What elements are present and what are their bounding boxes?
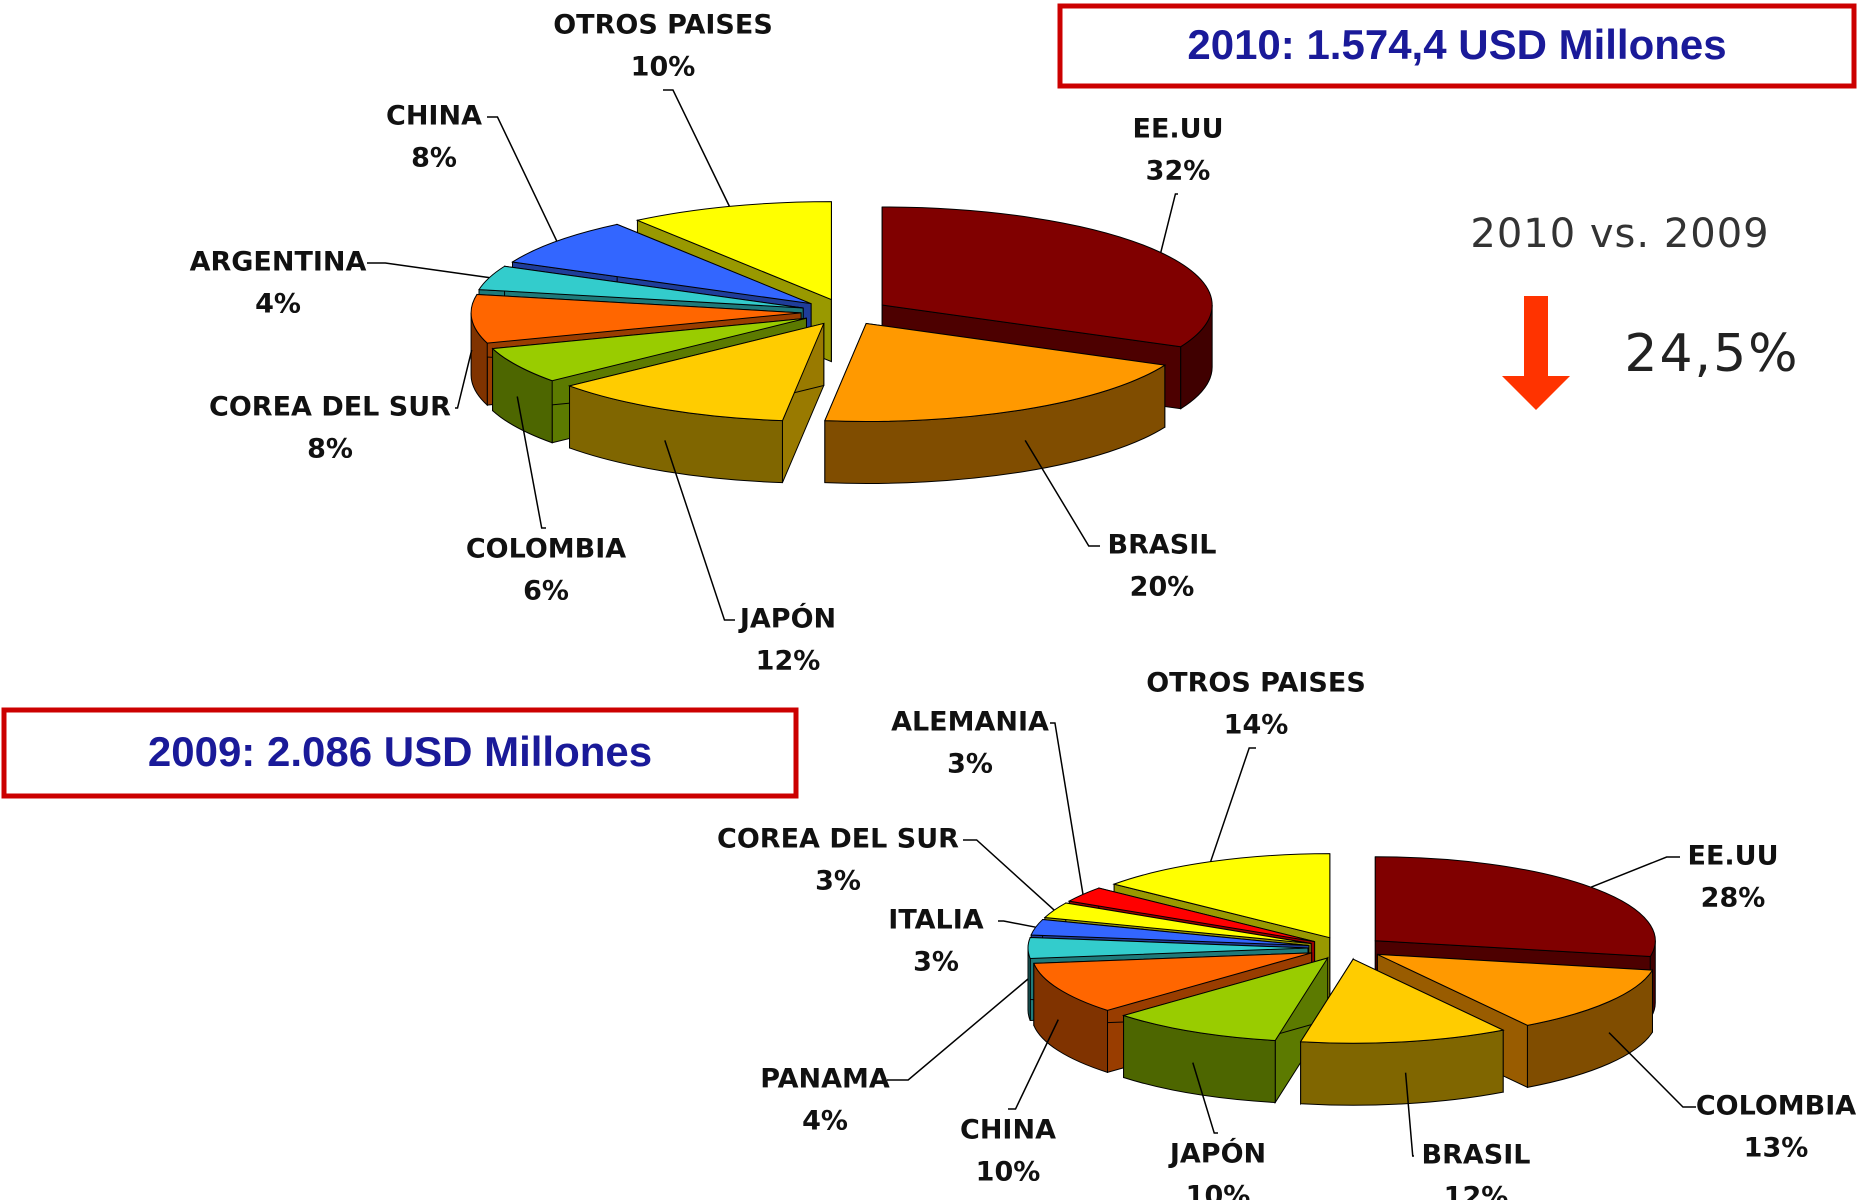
- slice-top: [1033, 952, 1312, 1011]
- leader-line: [1050, 722, 1084, 895]
- slice-label: CHINA: [386, 101, 482, 132]
- slice-value-label: 3%: [815, 866, 861, 897]
- chart-title: 2009: 2.086 USD Millones: [148, 728, 652, 775]
- slice-value-label: 8%: [411, 143, 457, 174]
- leader-line: [1008, 1019, 1059, 1110]
- leader-line: [887, 978, 1029, 1081]
- slice-label: ITALIA: [888, 905, 984, 936]
- slice-value-label: 4%: [802, 1106, 848, 1137]
- slice-label: EE.UU: [1688, 841, 1779, 872]
- slice-value-label: 12%: [756, 646, 821, 677]
- slice-top: [567, 322, 825, 422]
- slice-top: [1027, 936, 1309, 960]
- pies: [470, 201, 1656, 1106]
- slice-label: COREA DEL SUR: [717, 824, 959, 855]
- slice-label: JAPÓN: [1168, 1138, 1266, 1170]
- slice-value-label: 10%: [631, 52, 696, 83]
- slice-value-label: 14%: [1224, 710, 1289, 741]
- title-box: [1, 707, 799, 799]
- slice-value-label: 12%: [1444, 1182, 1509, 1200]
- leader-line: [1192, 1062, 1218, 1134]
- leader-line: [1024, 439, 1100, 547]
- slice-value-label: 32%: [1146, 156, 1211, 187]
- slice-value-label: 6%: [523, 576, 569, 607]
- slice-label: ALEMANIA: [891, 707, 1049, 738]
- slice: [1121, 956, 1329, 1105]
- slice-label: PANAMA: [760, 1064, 890, 1095]
- slice-label: COLOMBIA: [466, 534, 626, 565]
- leader-line: [663, 89, 731, 207]
- slice-value-label: 4%: [255, 289, 301, 320]
- slice-top: [470, 293, 802, 344]
- slice-value-label: 10%: [976, 1157, 1041, 1188]
- leader-line: [664, 440, 735, 621]
- slice-value-label: 3%: [947, 749, 993, 780]
- slice-label: BRASIL: [1108, 530, 1217, 561]
- slice: [567, 322, 825, 484]
- leader-line: [1404, 1072, 1414, 1157]
- leader-line: [1209, 747, 1256, 862]
- slice-top: [1299, 958, 1505, 1044]
- leader-line: [455, 349, 473, 409]
- down-arrow: [1502, 296, 1570, 410]
- slice-label: JAPÓN: [738, 603, 836, 635]
- slice-label: EE.UU: [1133, 114, 1224, 145]
- comparison-change: 24,5%: [1624, 324, 1799, 384]
- comparison-label: 2010 vs. 2009: [1470, 211, 1769, 257]
- slice-top: [1121, 957, 1329, 1042]
- leader-line: [963, 839, 1055, 911]
- slice-label: COLOMBIA: [1696, 1091, 1856, 1122]
- slice-top: [1377, 953, 1654, 1026]
- leader-line: [1590, 856, 1680, 888]
- chart-title: 2010: 1.574,4 USD Millones: [1187, 21, 1726, 68]
- slice-top: [1043, 902, 1312, 944]
- title-box: [1057, 3, 1857, 89]
- slice-value-label: 20%: [1130, 572, 1195, 603]
- leader-line: [367, 262, 490, 279]
- slice-label: OTROS PAISES: [1146, 668, 1366, 699]
- slice-label: BRASIL: [1422, 1140, 1531, 1171]
- leader-line: [516, 396, 546, 529]
- slice-label: CHINA: [960, 1115, 1056, 1146]
- slice-top: [491, 317, 807, 382]
- slice-value-label: 28%: [1701, 883, 1766, 914]
- slice-top: [881, 206, 1213, 348]
- leader-line: [1608, 1032, 1696, 1108]
- slice-top: [1374, 856, 1656, 957]
- slice-value-label: 10%: [1186, 1181, 1251, 1200]
- slice: [824, 322, 1167, 484]
- slice-value-label: 8%: [307, 434, 353, 465]
- slice-value-label: 13%: [1744, 1133, 1809, 1164]
- slice-top: [824, 322, 1167, 422]
- slice-label: COREA DEL SUR: [209, 392, 451, 423]
- slice-label: ARGENTINA: [190, 247, 367, 278]
- labels: EE.UU 32% BRASIL 20% JAPÓN 12% COLOMBIA 6% COREA…: [190, 10, 1857, 1200]
- slice-top: [511, 223, 812, 305]
- leader-line: [998, 920, 1036, 928]
- leader-line: [1160, 193, 1178, 253]
- slice-top: [478, 265, 804, 309]
- slice-label: OTROS PAISES: [553, 10, 773, 41]
- slice-value-label: 3%: [913, 947, 959, 978]
- slice: [1299, 957, 1505, 1106]
- slice-top: [1067, 887, 1315, 943]
- leader-line: [487, 116, 558, 242]
